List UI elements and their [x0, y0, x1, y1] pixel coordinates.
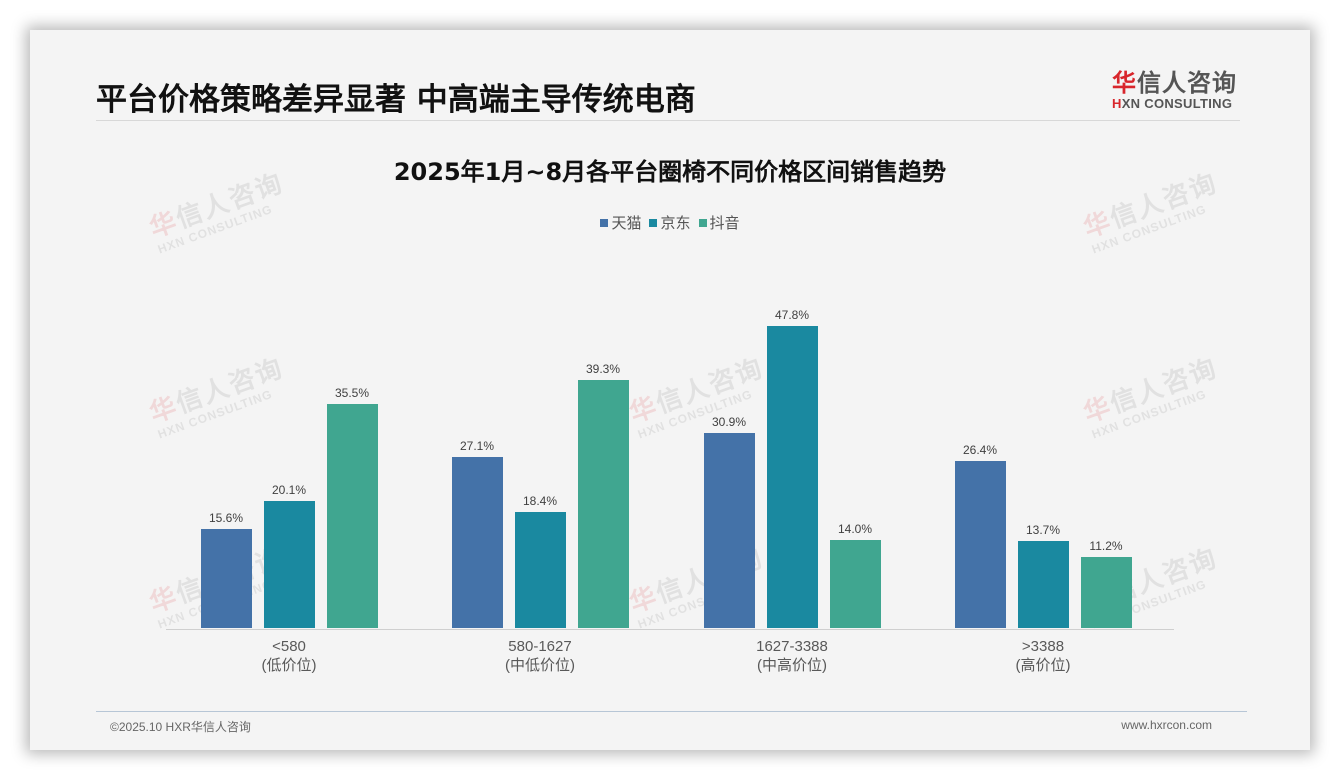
logo-red-letter: H: [1112, 96, 1122, 111]
bar-chart-plot: 15.6% 20.1% 35.5% 27.1% 18.4% 39.3% 30.9% 47.8%…: [166, 230, 1174, 630]
x-axis-category-label: <580 (低价位): [189, 637, 389, 675]
legend-swatch-icon: [649, 218, 658, 227]
logo-cn-text: 信人咨询: [1137, 69, 1237, 97]
x-axis-category-label: 1627-3388 (中高价位): [692, 637, 892, 675]
bar: [954, 461, 1006, 628]
category-range: 1627-3388: [756, 638, 828, 655]
bar-value-label: 15.6%: [208, 511, 244, 526]
bar-value-label: 47.8%: [774, 307, 810, 322]
logo-chinese: 华信人咨询: [1112, 63, 1242, 98]
footer-website: www.hxrcon.com: [1121, 718, 1212, 732]
legend-item: 抖音: [698, 212, 740, 233]
footer-divider: [96, 711, 1247, 712]
bar-value-label: 27.1%: [459, 438, 495, 453]
legend-label: 京东: [660, 214, 691, 232]
bar-value-label: 18.4%: [522, 493, 558, 508]
bar: [1080, 557, 1132, 628]
category-tier: (高价位): [1015, 657, 1071, 674]
bar: [703, 432, 755, 628]
legend-item: 京东: [649, 212, 691, 233]
category-tier: (中高价位): [757, 657, 827, 674]
bar: [1017, 541, 1069, 628]
logo-red-char: 华: [1112, 69, 1137, 97]
bar: [326, 403, 378, 628]
legend-item: 天猫: [600, 212, 641, 233]
bar: [766, 325, 818, 628]
bar-value-label: 39.3%: [585, 361, 621, 376]
category-tier: (低价位): [261, 657, 317, 674]
logo-en-text: XN CONSULTING: [1121, 96, 1233, 111]
category-range: 580-1627: [508, 638, 572, 655]
footer-copyright: ©2025.10 HXR华信人咨询: [110, 720, 251, 734]
legend-swatch-icon: [698, 218, 707, 227]
bar: [577, 379, 629, 628]
legend-swatch-icon: [600, 218, 609, 227]
bar: [514, 511, 566, 628]
x-axis-category-label: 580-1627 (中低价位): [440, 637, 640, 675]
chart-legend: 天猫 京东 抖音: [30, 212, 1310, 233]
bar: [451, 456, 503, 628]
bar-value-label: 11.2%: [1089, 539, 1123, 554]
bar-value-label: 26.4%: [962, 443, 998, 458]
bar-value-label: 30.9%: [711, 414, 747, 429]
x-axis-category-label: >3388 (高价位): [943, 637, 1143, 675]
bar: [829, 539, 881, 628]
logo-english: HXN CONSULTING: [1112, 96, 1242, 111]
bar-value-label: 35.5%: [334, 385, 370, 400]
legend-label: 抖音: [709, 214, 740, 232]
page-title: 平台价格策略差异显著 中高端主导传统电商: [96, 82, 696, 118]
title-divider: [96, 120, 1240, 121]
category-range: >3388: [1021, 638, 1065, 655]
chart-title: 2025年1月~8月各平台圈椅不同价格区间销售趋势: [393, 158, 947, 186]
category-tier: (中低价位): [505, 657, 575, 674]
x-axis-line: [166, 629, 1174, 630]
bar: [200, 529, 252, 628]
slide: 平台价格策略差异显著 中高端主导传统电商 华信人咨询 HXN CONSULTIN…: [30, 30, 1310, 750]
bar-value-label: 20.1%: [271, 482, 307, 497]
legend-label: 天猫: [611, 214, 642, 232]
bar-value-label: 13.7%: [1025, 523, 1061, 538]
bar: [263, 500, 315, 628]
bar-value-label: 14.0%: [837, 521, 873, 536]
company-logo: 华信人咨询 HXN CONSULTING: [1112, 63, 1242, 111]
category-range: <580: [272, 638, 306, 655]
